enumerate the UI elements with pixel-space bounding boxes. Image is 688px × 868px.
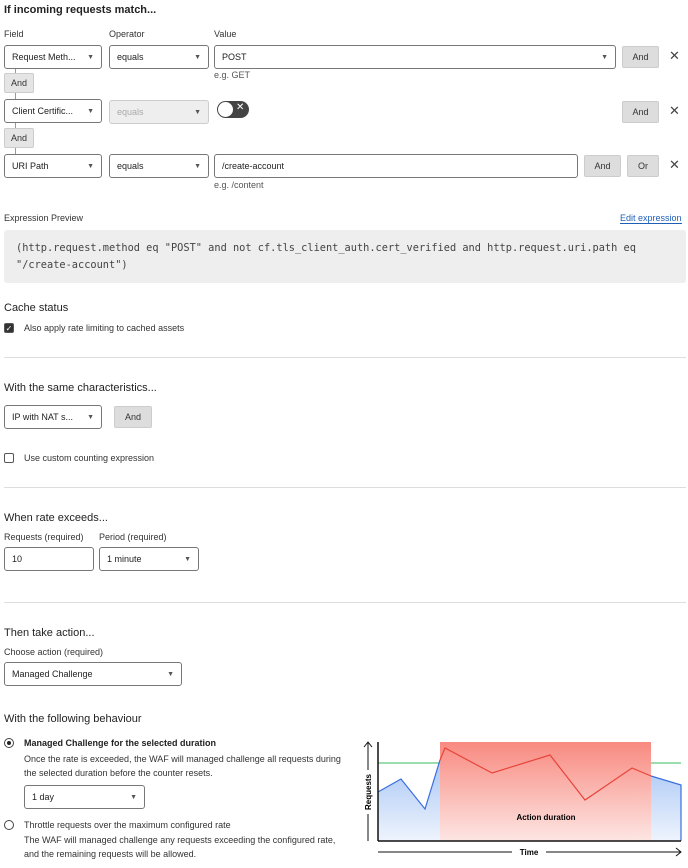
custom-expression-label: Use custom counting expression	[24, 453, 155, 463]
x-icon: ✕	[236, 102, 245, 113]
cache-heading: Cache status	[4, 302, 69, 314]
x-arrow-head	[675, 847, 682, 857]
value-toggle[interactable]: ✕	[217, 101, 249, 118]
and-button[interactable]: And	[622, 46, 659, 68]
action-duration-area	[440, 742, 651, 841]
expression-preview: (http.request.method eq "POST" and not c…	[4, 230, 686, 283]
operator-label: Operator	[109, 29, 145, 39]
divider	[4, 357, 686, 358]
and-connector[interactable]: And	[4, 73, 34, 93]
y-arrow-head	[363, 741, 373, 748]
period-value: 1 minute	[107, 554, 142, 564]
remove-icon[interactable]: ✕	[669, 157, 680, 172]
x-axis-label: Time	[520, 848, 539, 857]
rate-limit-diagram: Requests Time Action duration	[356, 741, 682, 858]
edit-expression-link[interactable]: Edit expression	[620, 213, 682, 224]
throttle-radio[interactable]	[4, 820, 14, 830]
value-hint: e.g. /content	[214, 180, 264, 190]
remove-icon[interactable]: ✕	[669, 48, 680, 63]
or-button[interactable]: Or	[627, 155, 659, 177]
rate-heading: When rate exceeds...	[4, 512, 108, 524]
y-axis-label: Requests	[364, 773, 373, 810]
caret-down-icon: ▼	[87, 162, 94, 170]
match-heading: If incoming requests match...	[4, 4, 157, 16]
caret-down-icon: ▼	[184, 555, 191, 563]
blue-line	[377, 759, 441, 811]
duration-radio[interactable]	[4, 738, 14, 748]
caret-down-icon: ▼	[87, 107, 94, 115]
field-value: URI Path	[12, 161, 49, 171]
operator-value: equals	[117, 107, 144, 117]
period-select[interactable]: 1 minute ▼	[99, 547, 199, 571]
operator-select-3[interactable]: equals ▼	[109, 154, 209, 178]
throttle-option-desc: The WAF will managed challenge any reque…	[24, 835, 336, 859]
caret-down-icon: ▼	[194, 53, 201, 61]
field-value: Client Certific...	[12, 106, 74, 116]
requests-label: Requests (required)	[4, 532, 84, 542]
and-button[interactable]: And	[114, 406, 152, 428]
duration-select[interactable]: 1 day ▼	[24, 785, 145, 809]
value-hint: e.g. GET	[214, 70, 251, 80]
caret-down-icon: ▼	[87, 53, 94, 61]
characteristics-heading: With the same characteristics...	[4, 382, 157, 394]
operator-select-2: equals ▼	[109, 100, 209, 124]
operator-select-1[interactable]: equals ▼	[109, 45, 209, 69]
and-button[interactable]: And	[622, 101, 659, 123]
value-input-3[interactable]: /create-account	[214, 154, 578, 178]
field-value: Request Meth...	[12, 52, 76, 62]
field-select-3[interactable]: URI Path ▼	[4, 154, 102, 178]
caret-down-icon: ▼	[167, 670, 174, 678]
divider	[4, 487, 686, 488]
and-connector[interactable]: And	[4, 128, 34, 148]
and-button[interactable]: And	[584, 155, 621, 177]
field-select-1[interactable]: Request Meth... ▼	[4, 45, 102, 69]
value-text: POST	[222, 52, 247, 62]
value-select-1[interactable]: POST ▼	[214, 45, 616, 69]
operator-value: equals	[117, 161, 144, 171]
duration-value: 1 day	[32, 792, 55, 802]
caret-down-icon: ▼	[87, 413, 94, 421]
field-select-2[interactable]: Client Certific... ▼	[4, 99, 102, 123]
action-duration-label: Action duration	[516, 813, 575, 822]
requests-input[interactable]: 10	[4, 547, 94, 571]
choose-action-label: Choose action (required)	[4, 647, 104, 657]
caret-down-icon: ▼	[601, 53, 608, 61]
field-label: Field	[4, 29, 24, 39]
expression-label: Expression Preview	[4, 213, 84, 223]
toggle-knob	[218, 102, 233, 117]
behaviour-heading: With the following behaviour	[4, 713, 142, 725]
caret-down-icon: ▼	[194, 108, 201, 116]
caret-down-icon: ▼	[130, 793, 137, 801]
characteristic-select[interactable]: IP with NAT s... ▼	[4, 405, 102, 429]
action-value: Managed Challenge	[12, 669, 93, 679]
duration-option-title: Managed Challenge for the selected durat…	[24, 738, 217, 748]
throttle-option-title: Throttle requests over the maximum confi…	[24, 820, 231, 830]
blue-line	[650, 775, 682, 841]
divider	[4, 602, 686, 603]
remove-icon[interactable]: ✕	[669, 103, 680, 118]
period-label: Period (required)	[99, 532, 167, 542]
operator-value: equals	[117, 52, 144, 62]
cache-checkbox[interactable]: ✓	[4, 323, 14, 333]
cache-checkbox-label: Also apply rate limiting to cached asset…	[24, 323, 185, 333]
duration-option-desc: Once the rate is exceeded, the WAF will …	[24, 754, 341, 778]
custom-expression-checkbox[interactable]	[4, 453, 14, 463]
red-line	[439, 747, 652, 801]
caret-down-icon: ▼	[194, 162, 201, 170]
action-heading: Then take action...	[4, 627, 95, 639]
action-select[interactable]: Managed Challenge ▼	[4, 662, 182, 686]
characteristic-value: IP with NAT s...	[12, 412, 74, 422]
value-label: Value	[214, 29, 237, 39]
